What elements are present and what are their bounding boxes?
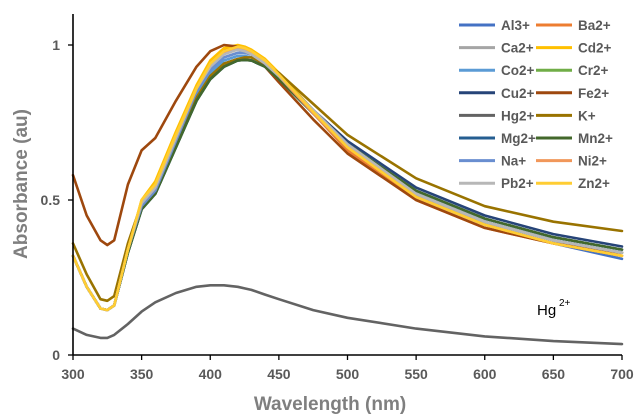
legend-label: Cr2+ [578,63,609,78]
y-tick-label: 0 [52,347,60,363]
legend-label: Fe2+ [578,86,609,101]
legend-item: Mg2+ [459,131,536,146]
legend-item: Co2+ [459,63,535,78]
legend: Al3+ Ba2+ Ca2+ Cd2+ Co2+ Cr2+ Cu2+ Fe2+ Hg2+ K+ Mg… [459,18,613,191]
legend-item: K+ [536,108,596,123]
y-tick-label: 1 [52,37,60,53]
series-line-kplus [71,56,624,303]
legend-item: Mn2+ [536,131,613,146]
series-line-cd2plus [71,43,624,312]
x-tick-label: 350 [130,366,154,382]
legend-label: Ca2+ [501,41,534,56]
series-line-zn2plus [71,45,624,312]
legend-label: Hg2+ [501,108,535,123]
x-tick-label: 450 [267,366,291,382]
hg-annotation: Hg 2+ [537,298,571,319]
legend-item: Fe2+ [536,86,609,101]
legend-label: Zn2+ [578,176,610,191]
legend-item: Cd2+ [536,41,612,56]
tick-layer: 300 350 400 450 500 550 600 650 700 0 0.5 1 [41,37,634,382]
annotation-superscript: 2+ [559,298,571,309]
x-tick-label: 500 [336,366,360,382]
x-tick-label: 300 [61,366,85,382]
x-tick-label: 650 [542,366,566,382]
legend-item: Cr2+ [536,63,609,78]
legend-label: Mn2+ [578,131,613,146]
legend-item: Ni2+ [536,154,607,169]
annotation-text: Hg [537,302,556,319]
x-tick-label: 400 [199,366,223,382]
legend-label: K+ [578,108,596,123]
series-layer [71,43,624,346]
series-line-fe2plus [71,43,624,254]
y-tick-label: 0.5 [41,192,61,208]
legend-label: Al3+ [501,18,530,33]
series-line-hg2plus [71,284,624,346]
legend-label: Na+ [501,154,526,169]
x-tick-label: 600 [473,366,497,382]
legend-label: Cu2+ [501,86,535,101]
legend-label: Ni2+ [578,154,607,169]
legend-item: Ca2+ [459,41,534,56]
legend-item: Ba2+ [536,18,611,33]
legend-item: Pb2+ [459,176,534,191]
x-tick-label: 700 [610,366,634,382]
x-tick-label: 550 [404,366,428,382]
legend-label: Pb2+ [501,176,534,191]
legend-label: Cd2+ [578,41,612,56]
legend-item: Hg2+ [459,108,535,123]
legend-label: Co2+ [501,63,535,78]
legend-item: Na+ [459,154,526,169]
legend-item: Al3+ [459,18,530,33]
legend-label: Ba2+ [578,18,611,33]
legend-label: Mg2+ [501,131,536,146]
legend-item: Zn2+ [536,176,610,191]
y-axis-title: Absorbance (au) [11,109,32,259]
x-axis-title: Wavelength (nm) [254,394,406,415]
legend-item: Cu2+ [459,86,535,101]
